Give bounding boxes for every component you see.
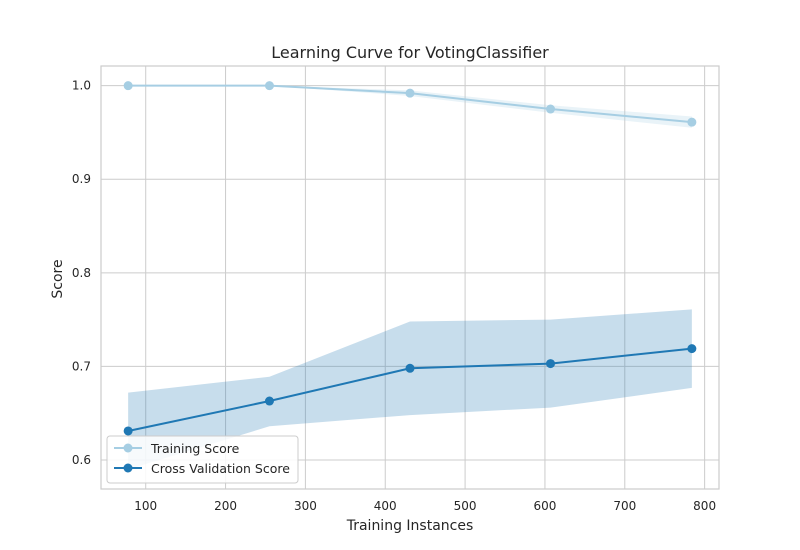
cv-score-point bbox=[687, 344, 697, 354]
x-tick-label: 800 bbox=[693, 499, 716, 513]
x-tick-label: 300 bbox=[294, 499, 317, 513]
legend-training-label: Training Score bbox=[150, 441, 240, 456]
score-points bbox=[123, 81, 697, 436]
y-tick-label: 0.6 bbox=[72, 453, 91, 467]
training-score-point bbox=[264, 81, 274, 91]
legend-cv-marker bbox=[123, 463, 133, 473]
chart-title: Learning Curve for VotingClassifier bbox=[271, 43, 549, 62]
x-tick-labels: 100 200 300 400 500 600 700 800 bbox=[134, 499, 716, 513]
score-bands bbox=[128, 85, 692, 470]
cv-score-point bbox=[123, 426, 133, 436]
legend: Training Score Cross Validation Score bbox=[106, 435, 299, 484]
x-tick-label: 200 bbox=[214, 499, 237, 513]
cv-score-point bbox=[264, 396, 274, 406]
x-tick-label: 700 bbox=[613, 499, 636, 513]
x-tick-label: 500 bbox=[454, 499, 477, 513]
cv-score-point bbox=[546, 359, 556, 369]
y-tick-labels: 0.6 0.7 0.8 0.9 1.0 bbox=[72, 79, 91, 467]
x-axis-label: Training Instances bbox=[346, 518, 474, 534]
y-axis-label: Score bbox=[50, 259, 66, 298]
grid-lines bbox=[101, 66, 719, 489]
legend-cv-label: Cross Validation Score bbox=[151, 461, 290, 476]
cv-score-point bbox=[405, 363, 415, 373]
legend-box bbox=[106, 435, 299, 484]
training-score-point bbox=[546, 104, 556, 114]
legend-training-marker bbox=[123, 443, 133, 453]
plot-frame bbox=[100, 65, 720, 490]
training-score-point bbox=[405, 88, 415, 98]
y-tick-label: 0.8 bbox=[72, 266, 91, 280]
y-tick-label: 0.9 bbox=[72, 172, 91, 186]
y-tick-label: 1.0 bbox=[72, 79, 91, 93]
y-tick-label: 0.7 bbox=[72, 359, 91, 373]
cv-score-band bbox=[128, 309, 692, 470]
training-score-point bbox=[687, 117, 697, 127]
x-tick-label: 400 bbox=[374, 499, 397, 513]
x-tick-label: 600 bbox=[533, 499, 556, 513]
training-score-point bbox=[123, 81, 133, 91]
x-tick-label: 100 bbox=[134, 499, 157, 513]
